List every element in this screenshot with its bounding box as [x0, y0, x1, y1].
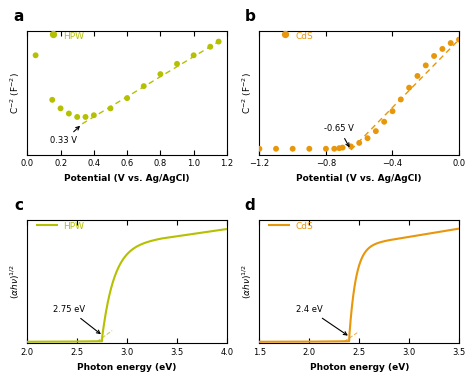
Point	[289, 146, 296, 152]
Text: 0.33 V: 0.33 V	[50, 127, 79, 146]
Point	[190, 52, 198, 59]
Point	[372, 128, 380, 134]
Point	[215, 38, 222, 44]
X-axis label: Potential (V vs. Ag/AgCl): Potential (V vs. Ag/AgCl)	[64, 174, 190, 183]
Point	[364, 135, 371, 141]
Point	[347, 143, 355, 149]
Text: CdS: CdS	[295, 32, 313, 41]
Point	[123, 95, 131, 101]
Point	[82, 114, 89, 120]
Text: CdS: CdS	[295, 222, 313, 231]
Text: b: b	[245, 9, 255, 24]
Point	[322, 146, 330, 152]
Point	[339, 144, 346, 150]
Point	[173, 61, 181, 67]
Point	[45, 36, 53, 42]
Point	[272, 146, 280, 152]
Point	[455, 36, 463, 43]
X-axis label: Photon energy (eV): Photon energy (eV)	[310, 363, 409, 372]
Y-axis label: C$^{-2}$ (F$^{-2}$): C$^{-2}$ (F$^{-2}$)	[9, 72, 22, 114]
Point	[65, 111, 73, 117]
Text: 2.75 eV: 2.75 eV	[53, 305, 100, 334]
Point	[422, 62, 429, 68]
Point	[389, 108, 396, 114]
Point	[107, 105, 114, 111]
Text: HPW: HPW	[63, 32, 84, 41]
X-axis label: Photon energy (eV): Photon energy (eV)	[77, 363, 177, 372]
Point	[438, 46, 446, 52]
Text: d: d	[245, 198, 255, 212]
Point	[380, 119, 388, 125]
Point	[447, 40, 455, 46]
Point	[156, 71, 164, 77]
Text: -0.65 V: -0.65 V	[324, 124, 354, 146]
Y-axis label: C$^{-2}$ (F$^{-2}$): C$^{-2}$ (F$^{-2}$)	[240, 72, 254, 114]
Y-axis label: $(\alpha h\nu)^{1/2}$: $(\alpha h\nu)^{1/2}$	[240, 264, 254, 299]
Point	[414, 73, 421, 79]
Point	[306, 146, 313, 152]
X-axis label: Potential (V vs. Ag/AgCl): Potential (V vs. Ag/AgCl)	[296, 174, 422, 183]
Y-axis label: $(\alpha h\nu)^{1/2}$: $(\alpha h\nu)^{1/2}$	[9, 264, 22, 299]
Point	[430, 53, 438, 59]
Point	[330, 146, 338, 152]
Point	[255, 146, 263, 152]
Point	[140, 83, 147, 89]
Point	[57, 105, 64, 111]
Text: a: a	[13, 9, 23, 24]
Point	[90, 112, 98, 118]
Text: 2.4 eV: 2.4 eV	[296, 305, 347, 335]
Point	[397, 97, 405, 103]
Point	[73, 114, 81, 120]
Point	[356, 140, 363, 146]
Point	[405, 85, 413, 91]
Text: HPW: HPW	[63, 222, 84, 231]
Point	[207, 44, 214, 50]
Point	[32, 52, 39, 59]
Point	[336, 145, 343, 151]
Point	[48, 97, 56, 103]
Text: c: c	[14, 198, 23, 212]
